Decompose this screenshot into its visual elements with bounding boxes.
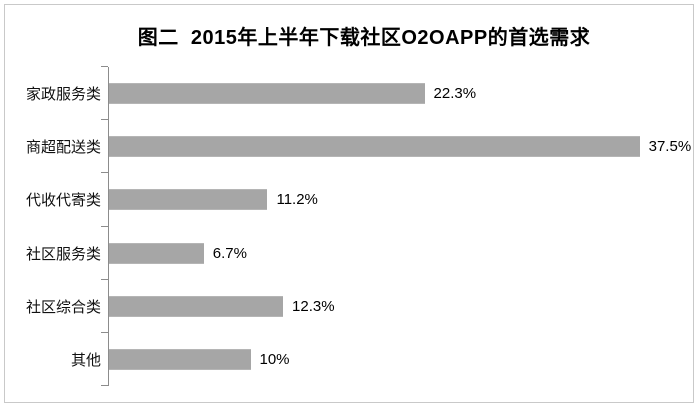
bar-track: 12.3% xyxy=(101,278,687,333)
value-label: 10% xyxy=(259,351,290,369)
bar-row: 社区服务类 6.7% xyxy=(5,225,687,280)
chart-frame: 图二 2015年上半年下载社区O2OAPP的首选需求 家政服务类 22.3% 商超配… xyxy=(4,4,694,403)
bar-row: 家政服务类 22.3% xyxy=(5,65,687,121)
value-label: 22.3% xyxy=(433,85,477,103)
category-label: 家政服务类 xyxy=(25,86,101,104)
bar-track: 6.7% xyxy=(101,225,687,280)
category-label: 代收代寄类 xyxy=(25,192,101,210)
chart-title: 图二 2015年上半年下载社区O2OAPP的首选需求 xyxy=(137,27,591,49)
bar-track: 10% xyxy=(101,331,687,387)
bar xyxy=(109,295,284,317)
value-label: 12.3% xyxy=(292,297,335,315)
bar-row: 其他 10% xyxy=(5,331,687,387)
category-label: 社区综合类 xyxy=(25,298,101,316)
bar xyxy=(109,349,251,371)
bar xyxy=(109,136,640,158)
bar-track: 37.5% xyxy=(100,119,692,174)
bar xyxy=(109,83,425,105)
value-label: 37.5% xyxy=(648,138,692,156)
bar-row: 代收代寄类 11.2% xyxy=(5,172,687,227)
bar xyxy=(109,189,268,211)
bar-track: 11.2% xyxy=(101,172,687,227)
bar xyxy=(109,242,204,264)
category-label: 社区服务类 xyxy=(25,245,101,263)
category-label: 其他 xyxy=(70,352,101,370)
bar-row: 商超配送类 37.5% xyxy=(5,119,691,174)
plot-area: 家政服务类 22.3% 商超配送类 37.5% 代收代寄类 11.2% 社区服务类 6.7% 社… xyxy=(5,65,691,387)
value-label: 6.7% xyxy=(212,244,247,262)
value-label: 11.2% xyxy=(276,191,318,209)
bar-row: 社区综合类 12.3% xyxy=(5,278,687,333)
category-label: 商超配送类 xyxy=(25,139,101,157)
bar-track: 22.3% xyxy=(101,65,687,121)
